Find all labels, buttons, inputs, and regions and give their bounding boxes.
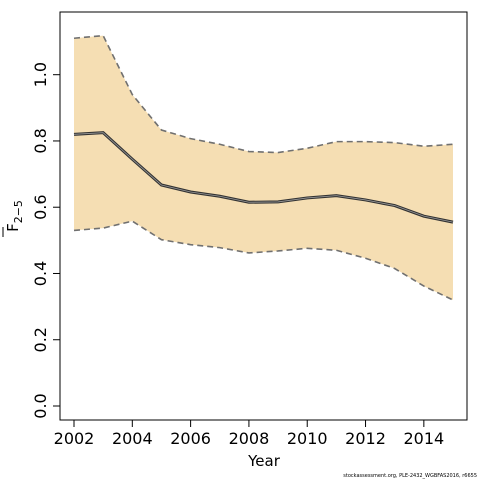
y-tick-label: 0.2 [31,327,50,352]
line-layer [73,34,454,301]
upper-bound-line [73,34,454,154]
y-axis-title-subscript: 2−5 [12,200,25,223]
y-tick-label: 0.8 [31,128,50,153]
x-tick-label: 2012 [345,429,386,448]
y-tick-label: 0.6 [31,194,50,219]
axis-layer: 2002 2004 2006 2008 2010 2012 2014 0.0 0.2 0.4 0.6… [31,62,444,448]
x-tick-label: 2014 [403,429,444,448]
confidence-band [74,35,453,300]
footer-note: stockassessment.org, PLE-2432_WGBFAS2016… [343,473,477,479]
y-tick-label: 0.4 [31,261,50,286]
x-tick-label: 2002 [54,429,95,448]
plot-frame [59,11,468,421]
y-axis-title-main: F [4,223,22,232]
x-tick-label: 2008 [229,429,270,448]
lower-bound-line [73,220,454,301]
confidence-band-layer [74,35,453,300]
x-tick-label: 2006 [170,429,211,448]
x-axis-title: Year [247,452,281,470]
y-tick-label: 1.0 [31,62,50,87]
y-tick-label: 0.0 [31,393,50,418]
estimate-line [73,132,454,223]
x-tick-label: 2004 [112,429,153,448]
svg-text:F2−5: F2−5 [4,200,25,232]
x-tick-label: 2010 [287,429,328,448]
y-axis-title: F2−5 [2,200,25,237]
